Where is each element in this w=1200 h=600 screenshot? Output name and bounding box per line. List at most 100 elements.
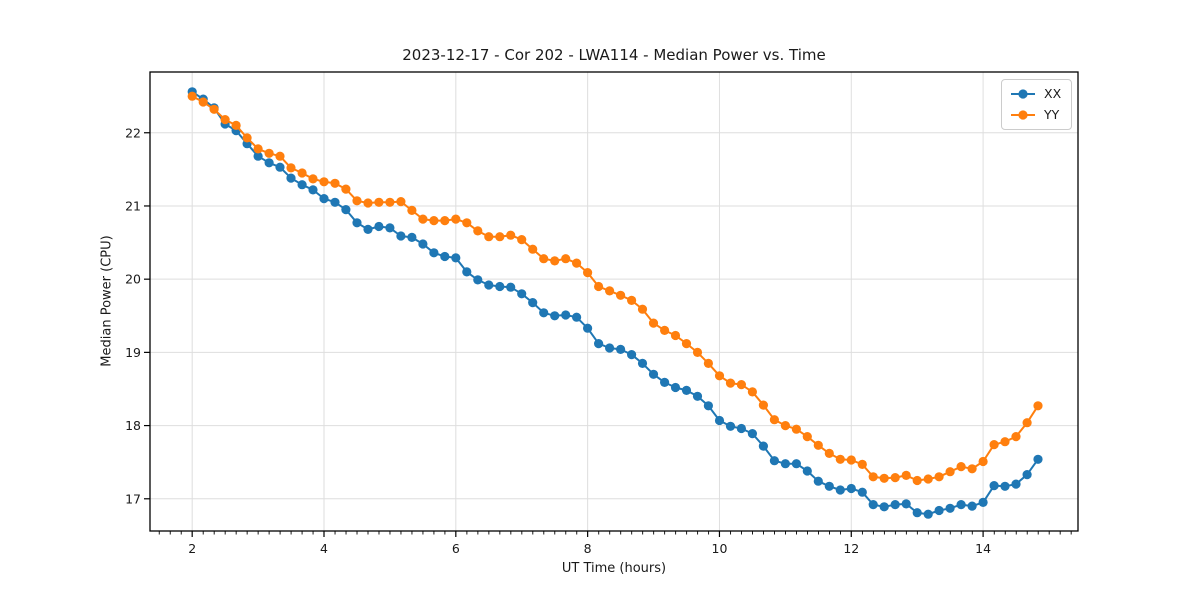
- series-YY-marker: [967, 464, 977, 474]
- series-YY-marker: [517, 235, 527, 245]
- series-XX-marker: [835, 485, 845, 495]
- x-axis-label: UT Time (hours): [561, 561, 667, 576]
- series-YY-marker: [231, 120, 241, 130]
- series-XX-marker: [253, 151, 263, 161]
- axes-spines: [149, 71, 1079, 532]
- series-YY-marker: [627, 295, 637, 305]
- series-YY-marker: [451, 214, 461, 224]
- series-YY-marker: [561, 254, 571, 264]
- series-YY-marker: [385, 197, 395, 207]
- series-XX-marker: [945, 503, 955, 513]
- series-XX-marker: [868, 500, 878, 510]
- series-XX-marker: [319, 194, 329, 204]
- series-XX-marker: [517, 289, 527, 299]
- series-YY-marker: [495, 232, 505, 242]
- series-XX-marker: [648, 369, 659, 379]
- series-XX-marker: [407, 232, 417, 242]
- legend-label: XX: [1044, 86, 1062, 101]
- x-minor-ticks: [158, 531, 1072, 535]
- chart-title: 2023-12-17 - Cor 202 - LWA114 - Median P…: [402, 46, 826, 64]
- series-XX-marker: [747, 429, 758, 439]
- series-YY-marker: [363, 198, 373, 208]
- series-YY-marker: [802, 432, 812, 442]
- series-YY-marker: [198, 97, 208, 107]
- series-XX-marker: [813, 476, 823, 486]
- series-XX-marker: [473, 275, 483, 285]
- series-XX-marker: [506, 282, 516, 292]
- series-YY-marker: [429, 216, 439, 226]
- series-XX-marker: [846, 483, 856, 494]
- series-YY-marker: [758, 400, 769, 410]
- series-YY-marker: [253, 144, 263, 154]
- series-XX-marker: [297, 180, 307, 190]
- x-tick-label-2: 2: [188, 541, 196, 556]
- legend-label: YY: [1044, 107, 1060, 122]
- series-XX-marker: [352, 218, 362, 228]
- series-YY-marker: [703, 358, 714, 368]
- series-YY-marker: [879, 473, 889, 483]
- series-XX-marker: [923, 509, 933, 519]
- series-XX-marker: [429, 248, 439, 258]
- series-YY-marker: [934, 472, 944, 482]
- series-XX-marker: [1033, 454, 1043, 464]
- series-YY: [187, 91, 1043, 486]
- series-YY-marker: [648, 318, 659, 328]
- series-YY-marker: [275, 151, 285, 161]
- series-YY-marker: [1000, 437, 1010, 447]
- series-XX-marker: [539, 308, 549, 318]
- series-XX-marker: [660, 377, 670, 387]
- legend-marker-icon: [1011, 89, 1035, 99]
- series-YY-marker: [989, 440, 999, 450]
- series-XX-marker: [769, 456, 780, 466]
- series-XX-marker: [879, 502, 889, 512]
- series-XX-marker: [462, 267, 472, 277]
- series-YY-marker: [528, 244, 538, 254]
- series-XX-marker: [758, 441, 769, 451]
- series-XX-marker: [1022, 470, 1032, 480]
- y-tick-label-19: 19: [125, 345, 141, 360]
- series-YY-marker: [747, 387, 758, 397]
- x-ticks: 2 4 6 8 10 12 14: [188, 531, 991, 556]
- series-YY-marker: [583, 268, 593, 278]
- series-YY-marker: [890, 473, 900, 483]
- series-YY-marker: [352, 196, 362, 206]
- series-YY-marker: [1033, 401, 1043, 411]
- series-XX-marker: [374, 221, 384, 232]
- x-tick-label-14: 14: [975, 541, 991, 556]
- series-YY-marker: [506, 230, 516, 240]
- series-YY-marker: [374, 197, 384, 207]
- series-YY-marker: [616, 290, 626, 300]
- series-YY-marker: [220, 115, 230, 125]
- y-ticks: 17 18 19 20 21 22: [125, 125, 150, 506]
- series-XX-marker: [275, 162, 285, 172]
- series-YY-marker: [923, 474, 933, 484]
- series-XX-marker: [616, 344, 626, 354]
- series-YY-marker: [901, 470, 911, 480]
- series-YY-marker: [956, 462, 966, 472]
- series-YY-marker: [572, 258, 582, 268]
- series-YY-marker: [681, 339, 692, 349]
- y-tick-label-18: 18: [125, 418, 141, 433]
- series-YY-marker: [868, 472, 878, 482]
- series-XX-marker: [780, 459, 791, 469]
- series-YY-marker: [297, 168, 307, 178]
- series-YY-marker: [660, 325, 670, 335]
- series-XX-marker: [978, 497, 988, 507]
- series-XX-marker: [385, 223, 395, 233]
- series-YY-marker: [462, 218, 472, 228]
- legend-item-xx: XX: [1010, 85, 1061, 103]
- series-YY-marker: [813, 440, 823, 450]
- series-YY-marker: [539, 254, 549, 264]
- series-YY-marker: [780, 421, 791, 431]
- series-XX-marker: [495, 281, 505, 292]
- series-YY-marker: [692, 347, 703, 357]
- series-XX-marker: [692, 391, 703, 401]
- series-YY-marker: [791, 424, 802, 434]
- series-XX-marker: [703, 401, 714, 411]
- series-YY-marker: [978, 456, 988, 467]
- series-XX-marker: [824, 481, 834, 491]
- x-tick-label-6: 6: [452, 541, 460, 556]
- series-YY-marker: [330, 178, 340, 188]
- series-YY-marker: [637, 304, 648, 314]
